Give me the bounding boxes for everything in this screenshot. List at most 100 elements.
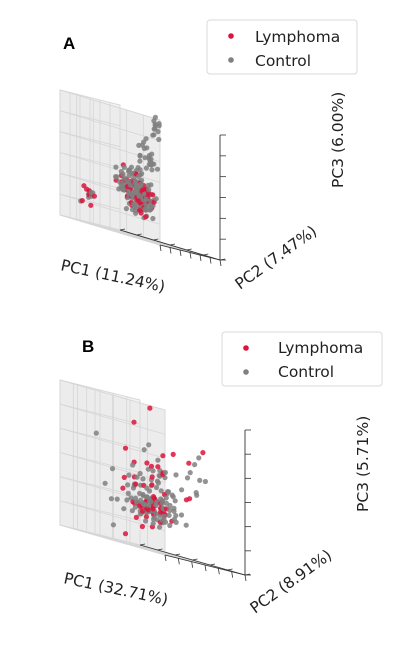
panel-b-point-lymphoma bbox=[120, 485, 126, 491]
panel-a-point-control bbox=[148, 156, 154, 162]
panel-b-point-control bbox=[134, 474, 140, 480]
panel-a-point-control bbox=[149, 167, 155, 173]
panel-a-gridline bbox=[59, 110, 121, 127]
panel-a-point-control bbox=[135, 165, 141, 171]
panel-b-gridline bbox=[59, 524, 166, 556]
panel-a-point-control bbox=[150, 132, 156, 138]
panel-b-point-control bbox=[183, 522, 189, 528]
panel-a-point-control bbox=[143, 196, 149, 202]
panel-a-x-tick bbox=[219, 259, 222, 267]
panel-a-y-tick bbox=[219, 258, 226, 261]
panel-b-legend-lymphoma-label: Lymphoma bbox=[278, 339, 363, 357]
panel-a-x-tick bbox=[169, 247, 172, 254]
panel-a-point-control bbox=[126, 173, 132, 179]
panel-a-y-tick bbox=[136, 233, 142, 236]
panel-a-y-tick bbox=[119, 228, 126, 231]
panel-a-point-control bbox=[123, 206, 129, 212]
panel-a-zlabel: PC3 (6.00%) bbox=[329, 92, 347, 188]
panel-a-ylabel: PC2 (7.47%) bbox=[232, 222, 320, 293]
panel-b-point-control bbox=[169, 492, 175, 498]
panel-a-point-control bbox=[114, 174, 120, 180]
panel-a-point-control bbox=[153, 196, 159, 202]
panel-a-points bbox=[78, 114, 162, 222]
panel-b-x-tick bbox=[244, 574, 247, 582]
panel-b-point-control bbox=[158, 496, 164, 502]
panel-b-point-control bbox=[124, 497, 130, 503]
panel-b-point-control bbox=[141, 447, 147, 453]
panel-b-point-control bbox=[197, 477, 203, 483]
panel-b-label: B bbox=[82, 337, 94, 356]
panel-a-ticks bbox=[119, 134, 226, 267]
panel-a-legend: Lymphoma Control bbox=[206, 19, 358, 75]
panel-b-point-control bbox=[167, 522, 173, 529]
panel-b-point-control bbox=[143, 518, 149, 524]
panel-b-point-control bbox=[109, 466, 116, 472]
panel-b-point-control bbox=[129, 508, 135, 514]
panel-b-point-lymphoma bbox=[122, 531, 129, 537]
panel-a-point-control bbox=[141, 139, 147, 145]
panel-b-point-control bbox=[184, 475, 191, 481]
panel-b-x-tick bbox=[231, 571, 234, 578]
panel-b-point-control bbox=[114, 496, 120, 502]
panel-b-legend-box bbox=[221, 331, 383, 387]
panel-a-point-lymphoma bbox=[150, 192, 156, 198]
panel-b-y-tick bbox=[157, 548, 163, 551]
panel-b-point-control bbox=[162, 469, 168, 476]
panel-b-point-control bbox=[173, 472, 179, 478]
panel-b-point-lymphoma bbox=[186, 460, 192, 466]
panel-a-point-control bbox=[139, 171, 145, 177]
panel-b-gridline bbox=[59, 403, 141, 425]
panel-b-point-control bbox=[108, 496, 114, 502]
panel-b-x-tick bbox=[217, 568, 220, 575]
panel-a-label: A bbox=[63, 34, 75, 53]
panel-a-point-control bbox=[152, 114, 158, 120]
panel-b-point-control bbox=[192, 462, 198, 468]
panel-a-point-control bbox=[137, 152, 143, 158]
panel-a-xlabel: PC1 (11.24%) bbox=[59, 256, 167, 296]
panel-b-ticks bbox=[139, 429, 251, 582]
panel-b-point-control bbox=[161, 513, 167, 520]
panel-b-point-control bbox=[102, 480, 108, 486]
panel-b-y-tick bbox=[174, 553, 181, 556]
panel-a-point-control bbox=[142, 155, 148, 161]
panel-b-point-lymphoma bbox=[137, 503, 143, 509]
panel-a-point-lymphoma bbox=[143, 214, 149, 220]
panel-a-point-control bbox=[119, 180, 125, 186]
panel-b-xlabel: PC1 (32.71%) bbox=[62, 569, 170, 609]
panel-b-point-lymphoma bbox=[150, 506, 156, 512]
panel-a-gridline bbox=[59, 110, 161, 142]
panel-b-point-control bbox=[162, 519, 169, 525]
panel-a-point-control bbox=[144, 145, 150, 151]
panel-a-point-lymphoma bbox=[91, 193, 97, 199]
panel-b-point-control bbox=[153, 511, 159, 517]
panel-a-point-control bbox=[133, 210, 139, 216]
panel-b-point-lymphoma bbox=[148, 463, 155, 469]
panel-b-zlabel: PC3 (5.71%) bbox=[354, 416, 372, 512]
panel-b-point-control bbox=[159, 500, 166, 506]
panel-a-point-control bbox=[150, 215, 156, 222]
panel-b-point-control bbox=[178, 512, 185, 518]
panel-a-point-control bbox=[148, 202, 154, 208]
panel-b-point-lymphoma bbox=[187, 496, 193, 502]
panel-a-point-control bbox=[127, 182, 133, 188]
panel-a-grid bbox=[59, 89, 221, 261]
panel-a-point-lymphoma bbox=[88, 202, 94, 208]
panel-b: B PC1 (32.71%) PC2 (8.91%) PC3 (5.71%) L… bbox=[59, 331, 383, 617]
panel-b-x-tick bbox=[177, 558, 180, 565]
panel-b-x-tick bbox=[164, 554, 167, 562]
panel-b-point-control bbox=[130, 485, 137, 491]
panel-b-y-tick bbox=[139, 543, 146, 546]
panel-b-point-lymphoma bbox=[149, 474, 155, 480]
panel-b-point-lymphoma bbox=[121, 474, 127, 480]
panel-a-legend-box bbox=[206, 19, 358, 75]
panel-b-point-lymphoma bbox=[160, 453, 166, 459]
panel-b-point-lymphoma bbox=[170, 451, 176, 457]
panel-b-point-control bbox=[130, 462, 136, 468]
panel-b-x-tick bbox=[191, 561, 194, 568]
panel-b-point-control bbox=[153, 500, 160, 506]
panel-b-point-control bbox=[126, 472, 132, 478]
panel-b-point-control bbox=[146, 442, 152, 448]
panel-b-point-control bbox=[137, 470, 143, 477]
panel-a-point-control bbox=[121, 164, 127, 170]
